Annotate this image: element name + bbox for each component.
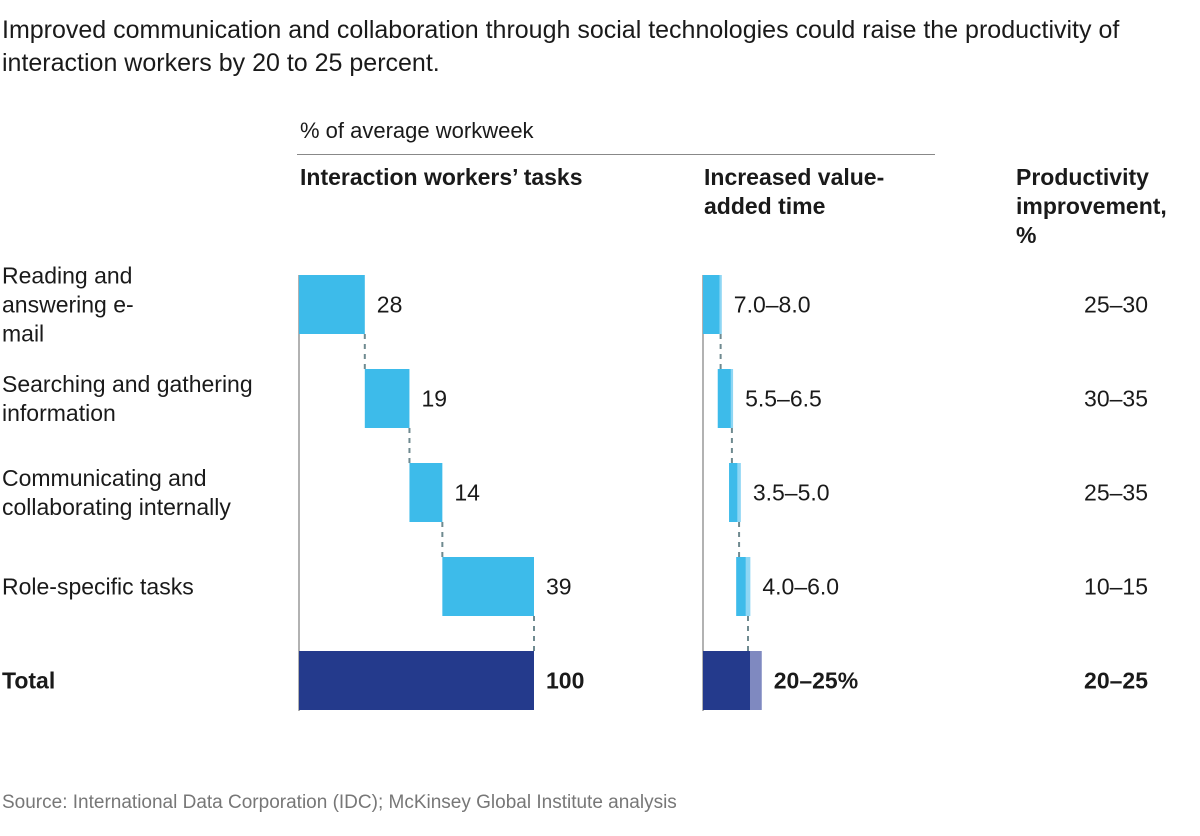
task-bar	[364, 369, 410, 428]
productivity-value: 30–35	[1084, 385, 1148, 412]
task-value-label: 28	[377, 292, 403, 318]
total-bar	[299, 651, 534, 710]
productivity-value: 20–25	[1084, 667, 1148, 694]
task-value-label: 19	[421, 386, 447, 412]
productivity-value: 25–30	[1084, 291, 1148, 318]
value-added-label: 3.5–5.0	[753, 480, 830, 506]
total-bar	[703, 651, 750, 710]
value-bar	[717, 369, 731, 428]
value-bar	[729, 463, 738, 522]
value-bar	[736, 557, 746, 616]
value-bar	[703, 275, 720, 334]
row-label: Communicating and collaborating internal…	[2, 465, 231, 520]
header-tasks: Interaction workers’ tasks	[300, 164, 583, 190]
source-note: Source: International Data Corporation (…	[2, 792, 677, 813]
task-bar	[299, 275, 365, 334]
productivity-value: 25–35	[1084, 479, 1148, 506]
task-value-label: 14	[454, 480, 480, 506]
value-added-label: 20–25%	[774, 668, 858, 694]
task-value-label: 39	[546, 574, 572, 600]
value-added-label: 7.0–8.0	[734, 292, 811, 318]
task-value-label: 100	[546, 668, 584, 694]
value-added-label: 5.5–6.5	[745, 386, 822, 412]
chart-title: Improved communication and collaboration…	[2, 16, 1120, 77]
row-label: Role-specific tasks	[2, 573, 194, 600]
task-bar	[409, 463, 443, 522]
row-label: Total	[2, 667, 56, 694]
productivity-value: 10–15	[1084, 573, 1148, 600]
header-divider	[297, 154, 935, 155]
row-label: Reading and answering e-mail	[2, 262, 134, 347]
header-value-added: Increased value-added time	[704, 164, 885, 219]
task-bar	[442, 557, 534, 616]
header-productivity: Productivity improvement, %	[1016, 164, 1167, 248]
value-added-label: 4.0–6.0	[762, 574, 839, 600]
unit-label: % of average workweek	[300, 118, 534, 143]
row-label: Searching and gathering information	[2, 371, 253, 426]
